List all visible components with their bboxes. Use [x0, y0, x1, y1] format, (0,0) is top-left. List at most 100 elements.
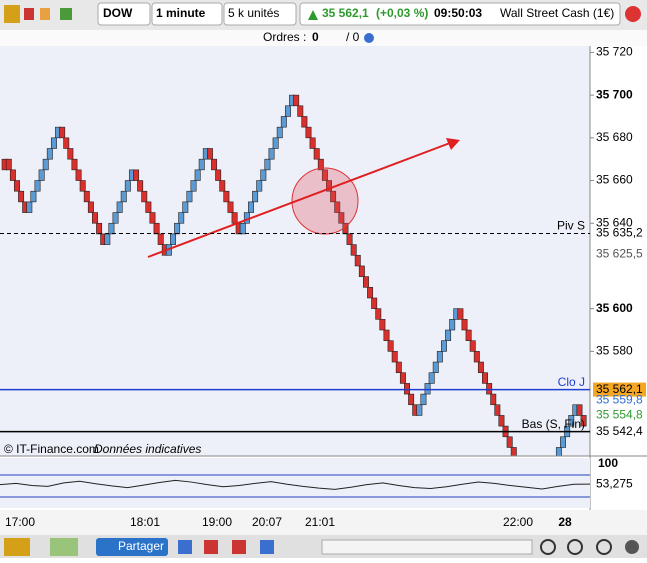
- brick: [30, 190, 37, 203]
- brick: [79, 180, 86, 192]
- annotation-circle: [291, 167, 359, 235]
- brick: [198, 158, 205, 171]
- orders-sell: / 0: [346, 30, 360, 44]
- icon[interactable]: [260, 540, 274, 554]
- brick: [371, 297, 378, 309]
- brick: [227, 201, 234, 213]
- brick: [432, 361, 439, 374]
- y-tick-label: 35 580: [596, 344, 633, 358]
- zoom-in[interactable]: [540, 539, 556, 555]
- y-tick-label: 35 680: [596, 130, 633, 144]
- disclaimer: Données indicatives: [94, 442, 201, 456]
- icon[interactable]: [40, 8, 50, 20]
- brick: [399, 372, 406, 384]
- brick: [441, 340, 447, 352]
- brick: [211, 158, 218, 171]
- level-name: Clo J: [558, 375, 585, 389]
- brick: [276, 126, 283, 139]
- level-value: 35 635,2: [596, 226, 643, 240]
- scrollbar[interactable]: [321, 539, 533, 555]
- brick: [83, 190, 90, 203]
- settings-icon[interactable]: [364, 33, 374, 43]
- change: (+0,03 %): [376, 6, 428, 20]
- level-tag: [593, 382, 646, 397]
- orders-label: Ordres :: [263, 30, 306, 44]
- brick: [494, 404, 501, 416]
- brick: [9, 169, 16, 181]
- brick: [362, 276, 369, 288]
- brick: [334, 201, 341, 213]
- brick: [457, 308, 464, 320]
- annotation-arrow: [147, 142, 451, 258]
- units-select[interactable]: [223, 2, 297, 26]
- brick: [482, 372, 488, 384]
- brick: [260, 169, 267, 181]
- brick: [560, 436, 567, 448]
- units: 5 k unités: [228, 6, 279, 20]
- brick: [379, 319, 386, 331]
- icon[interactable]: [24, 8, 34, 20]
- brick: [420, 393, 427, 406]
- brick: [141, 190, 148, 203]
- y-tick-label: 35 640: [596, 215, 633, 229]
- brick: [26, 201, 33, 213]
- brick: [301, 116, 308, 128]
- settings[interactable]: [625, 540, 639, 554]
- brick: [116, 201, 123, 213]
- brick: [358, 265, 365, 277]
- icon[interactable]: [60, 8, 72, 20]
- brick: [112, 212, 119, 224]
- icon[interactable]: [50, 538, 78, 556]
- icon[interactable]: [178, 540, 192, 554]
- brick: [5, 158, 12, 171]
- brick: [71, 158, 78, 171]
- brick: [231, 212, 238, 224]
- brick: [408, 393, 415, 406]
- interval: 1 minute: [156, 6, 206, 20]
- icon[interactable]: [232, 540, 246, 554]
- interval-select[interactable]: [151, 2, 223, 26]
- time-axis: [0, 510, 647, 535]
- zoom[interactable]: [596, 539, 612, 555]
- brick: [350, 244, 357, 256]
- plot-area: [0, 46, 590, 456]
- brick: [469, 340, 476, 352]
- brick: [190, 180, 197, 192]
- zoom-out[interactable]: [567, 539, 583, 555]
- level-name: Bas (S, Fin): [522, 417, 585, 431]
- brick: [580, 415, 587, 427]
- brick: [375, 308, 382, 320]
- brick: [256, 180, 263, 192]
- time-label: 19:00: [202, 515, 232, 529]
- brick: [50, 137, 57, 149]
- brick: [272, 137, 279, 149]
- brick: [108, 222, 115, 235]
- instrument: Wall Street Cash (1€): [500, 6, 614, 20]
- y-tick-label: 35 700: [596, 87, 633, 101]
- time: 09:50:03: [434, 6, 482, 20]
- time-label: 28: [558, 515, 572, 529]
- brick: [449, 319, 456, 331]
- brick: [313, 148, 320, 160]
- arrow-head: [446, 138, 460, 150]
- share-button[interactable]: [96, 538, 168, 556]
- icon[interactable]: [204, 540, 218, 554]
- level-value: 35 542,4: [596, 424, 643, 438]
- brick: [317, 158, 324, 171]
- brick: [428, 372, 435, 384]
- brick: [14, 180, 20, 192]
- brick: [63, 137, 70, 149]
- brick: [424, 383, 431, 395]
- brick: [436, 351, 443, 363]
- brick: [120, 190, 127, 203]
- brick: [305, 126, 312, 139]
- quote-box: [299, 2, 621, 26]
- brick: [568, 415, 575, 427]
- symbol-select[interactable]: [97, 2, 151, 26]
- osc-last: 53,275: [596, 476, 633, 490]
- icon[interactable]: [4, 5, 20, 23]
- refresh[interactable]: [625, 6, 641, 22]
- icon[interactable]: [4, 538, 30, 556]
- brick: [555, 447, 562, 456]
